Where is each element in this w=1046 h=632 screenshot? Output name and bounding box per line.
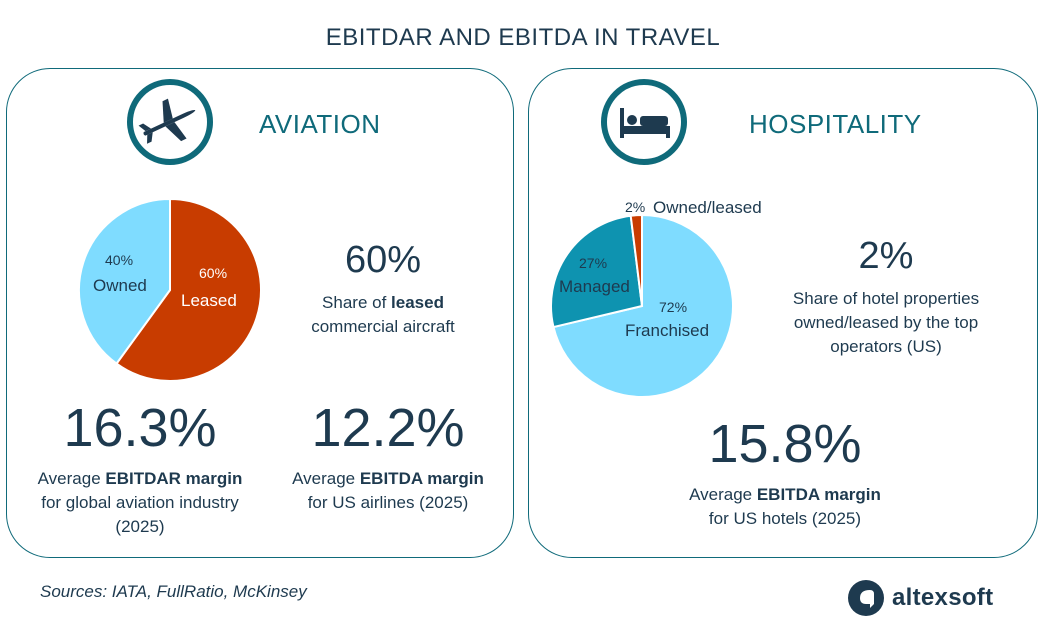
altexsoft-logo-icon: [848, 580, 884, 616]
aviation-heading: AVIATION: [259, 109, 381, 139]
aviation-panel: AVIATION 40% Owned 60% Leased 60% Share …: [6, 68, 514, 558]
leased-share-value: 60%: [344, 239, 422, 281]
hospitality-pie-chart: [550, 213, 734, 398]
altexsoft-logo-text: altexsoft: [892, 584, 994, 611]
airlines-ebitda-value: 12.2%: [311, 398, 465, 458]
aviation-pie-chart: [78, 197, 262, 382]
leased-share-caption: Share of leased commercial aircraft: [311, 293, 455, 336]
hospitality-icon-badge: [601, 79, 687, 165]
hospitality-panel: HOSPITALITY 2% Owned/leased 27% Managed …: [528, 68, 1038, 558]
pie-slice-owned: [78, 197, 171, 366]
ebitdar-margin-value: 16.3%: [63, 398, 217, 458]
hotels-ebitda-value: 15.8%: [708, 414, 862, 474]
airlines-ebitda-caption: Average EBITDA margin for US airlines (2…: [292, 469, 484, 512]
airplane-icon: [138, 98, 196, 144]
bed-icon: [620, 108, 670, 138]
hospitality-heading: HOSPITALITY: [749, 109, 922, 139]
hotel-ownership-value: 2%: [858, 235, 914, 277]
altexsoft-logo: altexsoft: [848, 580, 993, 616]
ebitdar-margin-caption: Average EBITDAR margin for global aviati…: [37, 469, 243, 536]
hotels-ebitda-caption: Average EBITDA margin for US hotels (202…: [689, 485, 881, 528]
franchised-pct-label: 72%: [659, 299, 688, 315]
pie-slice-leased: [115, 197, 262, 382]
leased-pct-label: 60%: [199, 265, 228, 281]
hotel-ownership-caption: Share of hotel properties owned/leased b…: [792, 289, 980, 356]
owned-label: Owned: [93, 276, 147, 295]
owned-leased-pct-label: 2%: [625, 199, 646, 215]
leased-label: Leased: [181, 291, 237, 310]
pie-slice-owned-leased: [629, 213, 643, 307]
franchised-label: Franchised: [625, 321, 710, 340]
managed-label: Managed: [559, 277, 630, 296]
pie-slice-franchised: [552, 213, 734, 398]
owned-leased-label: Owned/leased: [653, 198, 762, 217]
managed-pct-label: 27%: [579, 255, 608, 271]
sources-note: Sources: IATA, FullRatio, McKinsey: [40, 582, 307, 601]
page-title: EBITDAR AND EBITDA IN TRAVEL: [325, 24, 721, 51]
owned-pct-label: 40%: [105, 252, 134, 268]
pie-slice-managed: [550, 214, 644, 329]
aviation-icon-badge: [127, 79, 213, 165]
